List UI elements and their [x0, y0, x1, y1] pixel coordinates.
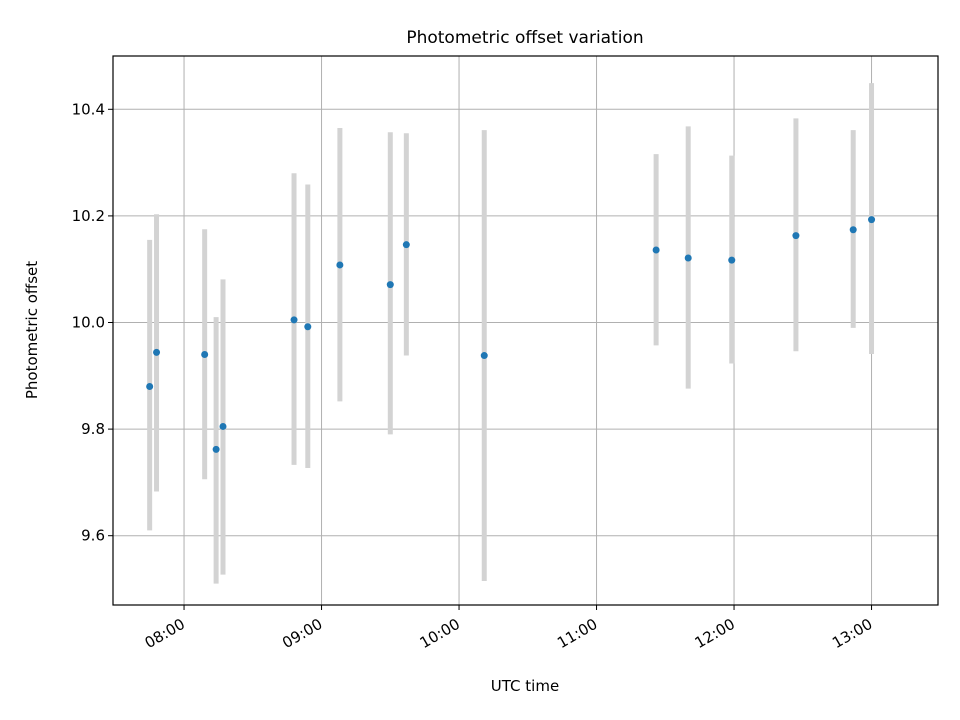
y-tick-label: 9.8	[81, 420, 105, 438]
data-point	[290, 316, 298, 324]
data-point	[201, 350, 209, 358]
chart-title: Photometric offset variation	[406, 28, 643, 48]
data-point	[219, 422, 227, 430]
data-point	[684, 254, 692, 262]
x-axis-label: UTC time	[491, 677, 559, 695]
data-point	[153, 348, 161, 356]
y-tick-label: 10.4	[72, 100, 105, 118]
data-point	[792, 232, 800, 240]
data-point	[304, 323, 312, 331]
data-point	[212, 445, 220, 453]
y-axis-label: Photometric offset	[23, 261, 41, 399]
y-tick-label: 10.0	[72, 314, 105, 332]
data-points	[146, 216, 876, 453]
y-tick-label: 10.2	[72, 207, 105, 225]
data-point	[402, 241, 410, 249]
plot-area-frame	[112, 55, 939, 606]
data-point	[386, 281, 394, 289]
data-point	[652, 246, 660, 254]
data-point	[728, 256, 736, 264]
y-axis-ticks: 9.6 9.8 10.0 10.2 10.4	[72, 100, 113, 545]
data-point	[146, 382, 154, 390]
data-point	[336, 261, 344, 269]
data-point	[480, 352, 488, 360]
data-point	[849, 226, 857, 234]
y-tick-label: 9.6	[81, 527, 105, 545]
data-point	[868, 216, 876, 224]
